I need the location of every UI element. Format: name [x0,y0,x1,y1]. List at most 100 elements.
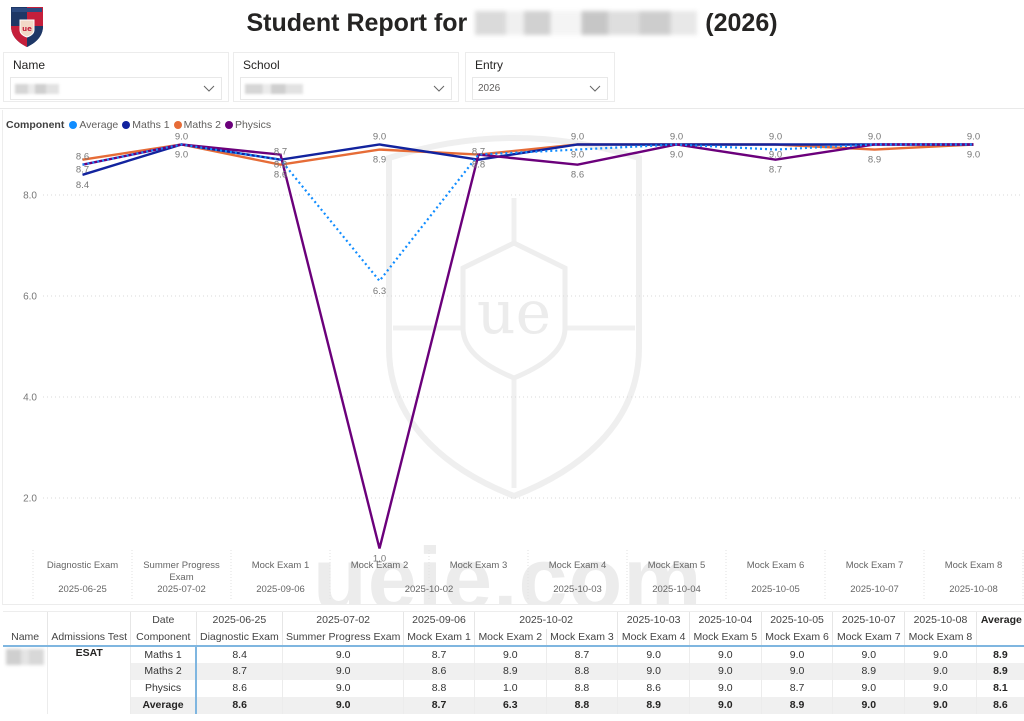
x-axis-date-label: 2025-10-07 [850,584,899,595]
data-label: 9.0 [175,150,188,161]
series-line-physics [82,143,974,549]
header-exam[interactable]: Summer Progress Exam [282,628,404,647]
header-date[interactable]: 2025-10-08 [904,611,977,629]
divider [0,108,1024,109]
name-filter-card: Name [3,52,229,102]
header-exam[interactable]: Mock Exam 3 [545,628,618,647]
data-label: 9.0 [670,150,683,161]
header-exam[interactable]: Mock Exam 7 [832,628,905,647]
legend-item-average[interactable]: Average [69,119,118,131]
x-axis-category-label: Mock Exam 5 [648,560,706,571]
x-axis-date-label: 2025-10-05 [751,584,800,595]
redacted-school-value [245,84,303,94]
header-date[interactable]: 2025-10-04 [689,611,762,629]
header-date[interactable]: 2025-07-02 [282,611,404,629]
data-label: 8.6 [274,170,287,181]
score-cell: 9.0 [904,662,977,680]
header-exam[interactable]: Mock Exam 2 [473,628,547,647]
y-tick-label: 4.0 [23,393,37,404]
x-axis-category-label: Mock Exam 3 [450,560,508,571]
header-date-label: Date [130,611,197,629]
score-cell: 9.0 [689,662,762,680]
admissions-test-cell: ESAT [47,645,131,714]
score-cell: 9.0 [904,696,977,714]
score-cell: 8.8 [545,696,618,714]
header-exam[interactable]: Diagnostic Exam [195,628,283,647]
data-label: 8.6 [571,170,584,181]
score-cell: 8.9 [832,662,905,680]
header-component[interactable]: Component [130,628,197,647]
redacted-name-value [15,84,59,94]
school-dropdown[interactable] [240,77,452,100]
header-date[interactable]: 2025-06-25 [195,611,283,629]
header-name[interactable]: Name [3,628,48,647]
data-label: 9.0 [670,132,683,143]
x-axis-category-label: Mock Exam 4 [549,560,607,571]
entry-dropdown-value: 2026 [478,83,501,94]
score-cell: 8.7 [403,645,475,663]
score-cell: 9.0 [617,662,690,680]
header-admissions-test[interactable]: Admissions Test [47,628,131,647]
score-cell: 9.0 [689,645,762,663]
name-dropdown[interactable] [10,77,222,100]
data-label: 8.7 [274,147,287,158]
header-date[interactable]: 2025-10-02 [473,611,618,629]
header-exam[interactable]: Mock Exam 4 [617,628,690,647]
header-average[interactable]: Average [975,611,1024,629]
school-crest-logo: ue [11,7,43,47]
x-axis-category-label: Exam [169,572,193,583]
legend-label: Average [79,119,119,131]
x-axis-date-label: 2025-09-06 [256,584,305,595]
data-label: 8.7 [769,165,782,176]
data-label: 9.0 [967,150,980,161]
score-cell: 8.7 [760,679,833,697]
score-cell: 9.0 [832,679,905,697]
score-cell: 8.9 [617,696,690,714]
x-axis-category-label: Mock Exam 7 [846,560,904,571]
header-blank [3,611,48,629]
y-tick-label: 8.0 [23,191,37,202]
score-cell: 9.0 [617,645,690,663]
score-cell: 9.0 [760,662,833,680]
legend-title: Component [6,119,65,131]
chart-legend: Component Average Maths 1 Maths 2 Physic… [6,119,275,131]
table-row-maths-2: Maths 2 8.7 9.0 8.6 8.9 8.8 9.0 9.0 9.0 … [3,662,1024,680]
component-cell: Physics [130,679,197,697]
data-label: 9.0 [769,132,782,143]
header-date[interactable]: 2025-09-06 [403,611,475,629]
results-matrix-table: Date 2025-06-25 2025-07-02 2025-09-06 20… [3,611,1024,714]
average-cell: 8.1 [975,679,1024,697]
y-tick-label: 6.0 [23,292,37,303]
page-title: Student Report for (2026) [0,8,1024,38]
x-axis-date-label: 2025-07-02 [157,584,206,595]
header-exam[interactable]: Mock Exam 8 [904,628,977,647]
x-axis-date-label: 2025-10-04 [652,584,701,595]
header-exam[interactable]: Mock Exam 6 [760,628,833,647]
component-cell: Maths 2 [130,662,197,680]
header-date[interactable]: 2025-10-03 [617,611,690,629]
watermark-shield-icon: ue [386,135,642,500]
svg-text:ue: ue [22,25,32,33]
header-exam[interactable]: Mock Exam 5 [689,628,762,647]
score-cell: 8.6 [195,696,283,714]
legend-label: Maths 2 [183,119,221,131]
data-label: 9.0 [967,132,980,143]
header-blank [975,628,1024,647]
legend-item-physics[interactable]: Physics [224,119,271,131]
entry-dropdown[interactable]: 2026 [472,77,608,100]
score-cell: 8.9 [760,696,833,714]
header-date[interactable]: 2025-10-07 [832,611,905,629]
score-cell: 8.9 [473,662,547,680]
table-header-row-dates: Date 2025-06-25 2025-07-02 2025-09-06 20… [3,611,1024,629]
score-cell: 8.6 [195,679,283,697]
legend-item-maths-1[interactable]: Maths 1 [122,119,170,131]
header-exam[interactable]: Mock Exam 1 [403,628,475,647]
header-date[interactable]: 2025-10-05 [760,611,833,629]
data-label: 8.9 [373,155,386,166]
score-cell: 9.0 [689,679,762,697]
data-label: 8.8 [472,160,485,171]
chart-plot-area: 8.0 6.0 4.0 2.0 Diagnostic Exam Summer Progre… [23,132,1024,600]
score-cell: 9.0 [760,645,833,663]
x-axis-date-label: 2025-06-25 [58,584,107,595]
legend-item-maths-2[interactable]: Maths 2 [173,119,221,131]
